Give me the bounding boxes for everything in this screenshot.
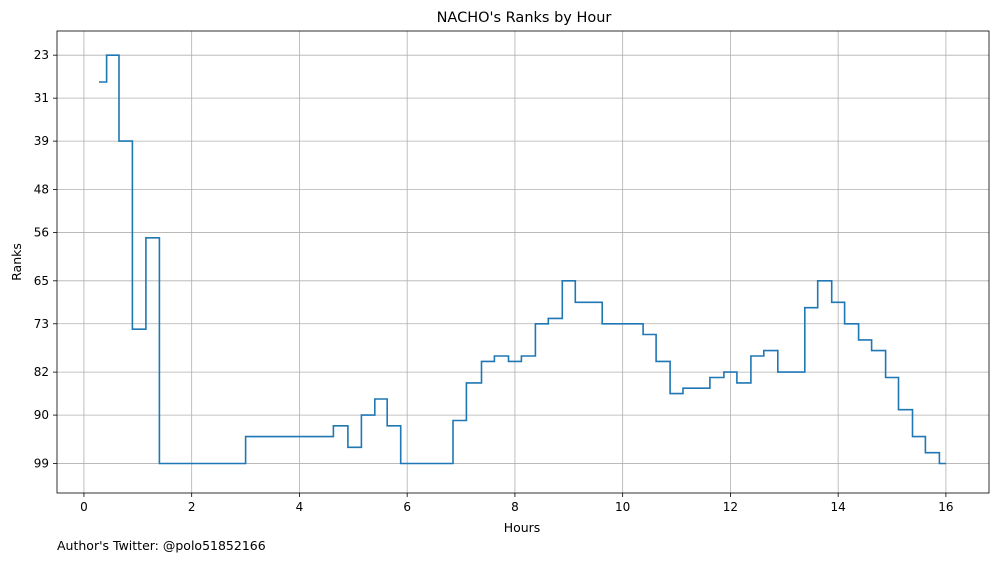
y-tick-label: 82 bbox=[34, 365, 49, 379]
y-tick-label: 56 bbox=[34, 225, 49, 239]
axis-ticks: 0 2 4 6 8 10 12 14 16 23 31 39 48 56 65 73 82 90 99 bbox=[34, 48, 954, 514]
x-tick-label: 16 bbox=[938, 500, 953, 514]
x-tick-label: 4 bbox=[296, 500, 304, 514]
author-twitter-note: Author's Twitter: @polo51852166 bbox=[57, 538, 266, 553]
y-tick-label: 90 bbox=[34, 408, 49, 422]
y-axis-label: Ranks bbox=[9, 243, 24, 281]
y-tick-label: 73 bbox=[34, 317, 49, 331]
y-tick-label: 48 bbox=[34, 182, 49, 196]
chart-title: NACHO's Ranks by Hour bbox=[437, 10, 612, 26]
x-tick-label: 14 bbox=[831, 500, 846, 514]
y-tick-label: 39 bbox=[34, 134, 49, 148]
y-tick-label: 31 bbox=[34, 91, 49, 105]
x-tick-label: 2 bbox=[188, 500, 196, 514]
x-tick-label: 8 bbox=[511, 500, 519, 514]
rank-series-line bbox=[99, 54, 946, 465]
grid-lines bbox=[57, 31, 989, 493]
x-tick-label: 6 bbox=[403, 500, 411, 514]
x-tick-label: 0 bbox=[80, 500, 88, 514]
y-tick-label: 65 bbox=[34, 274, 49, 288]
y-tick-label: 23 bbox=[34, 48, 49, 62]
x-tick-label: 10 bbox=[615, 500, 630, 514]
plot-frame bbox=[56, 30, 990, 494]
x-axis-label: Hours bbox=[504, 520, 541, 535]
y-tick-label: 99 bbox=[34, 456, 49, 470]
x-tick-label: 12 bbox=[723, 500, 738, 514]
